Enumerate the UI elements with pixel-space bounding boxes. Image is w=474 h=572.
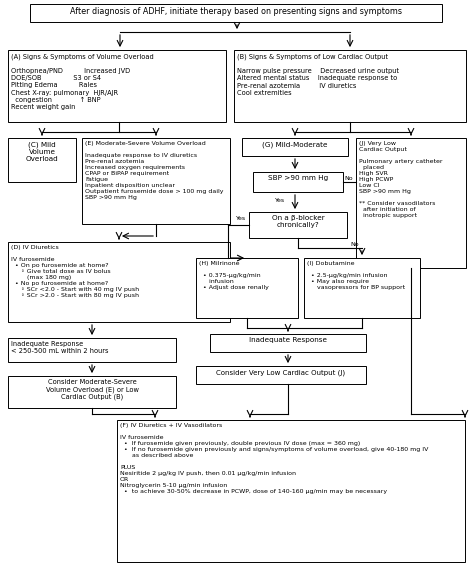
Text: On a β-blocker
chronically?: On a β-blocker chronically? [272,215,324,228]
FancyBboxPatch shape [196,366,366,384]
Text: Yes: Yes [275,197,285,202]
Text: (C) Mild
Volume
Overload: (C) Mild Volume Overload [26,141,58,162]
FancyBboxPatch shape [30,4,442,22]
FancyBboxPatch shape [8,338,176,362]
Text: Consider Very Low Cardiac Output (J): Consider Very Low Cardiac Output (J) [217,369,346,375]
Text: (H) Milrinone

  • 0.375-μg/kg/min
     infusion
  • Adjust dose renally: (H) Milrinone • 0.375-μg/kg/min infusion… [199,261,269,290]
FancyBboxPatch shape [8,50,226,122]
Text: (J) Very Low
Cardiac Output

Pulmonary artery catheter
  placed
High SVR
High PC: (J) Very Low Cardiac Output Pulmonary ar… [359,141,443,218]
Text: SBP >90 mm Hg: SBP >90 mm Hg [268,175,328,181]
Text: Consider Moderate-Severe
Volume Overload (E) or Low
Cardiac Output (B): Consider Moderate-Severe Volume Overload… [46,379,138,400]
Text: (G) Mild-Moderate: (G) Mild-Moderate [262,141,328,148]
FancyBboxPatch shape [253,172,343,192]
FancyBboxPatch shape [8,138,76,182]
Text: (I) Dobutamine

  • 2.5-μg/kg/min infusion
  • May also require
     vasopressor: (I) Dobutamine • 2.5-μg/kg/min infusion … [307,261,405,290]
FancyBboxPatch shape [210,334,366,352]
Text: After diagnosis of ADHF, initiate therapy based on presenting signs and symptoms: After diagnosis of ADHF, initiate therap… [70,7,402,16]
FancyBboxPatch shape [117,420,465,562]
FancyBboxPatch shape [304,258,420,318]
FancyBboxPatch shape [234,50,466,122]
FancyBboxPatch shape [242,138,348,156]
Text: (E) Moderate-Severe Volume Overload

Inadequate response to IV diuretics
Pre-ren: (E) Moderate-Severe Volume Overload Inad… [85,141,224,200]
Text: (F) IV Diuretics + IV Vasodilators

IV furosemide
  •  If furosemide given previ: (F) IV Diuretics + IV Vasodilators IV fu… [120,423,428,494]
FancyBboxPatch shape [196,258,298,318]
FancyBboxPatch shape [82,138,230,224]
Text: (B) Signs & Symptoms of Low Cardiac Output

Narrow pulse pressure    Decreased u: (B) Signs & Symptoms of Low Cardiac Outp… [237,53,399,96]
FancyBboxPatch shape [356,138,466,268]
FancyBboxPatch shape [8,376,176,408]
Text: Inadequate Response: Inadequate Response [249,337,327,343]
Text: (A) Signs & Symptoms of Volume Overload

Orthopnea/PND          Increased JVD
DO: (A) Signs & Symptoms of Volume Overload … [11,53,154,110]
Text: No: No [344,176,353,181]
Text: (D) IV Diuretics

IV furosemide
  • On po furosemide at home?
     ◦ Give total : (D) IV Diuretics IV furosemide • On po f… [11,245,139,298]
FancyBboxPatch shape [8,242,230,322]
FancyBboxPatch shape [249,212,347,238]
Text: Inadequate Response
< 250-500 mL within 2 hours: Inadequate Response < 250-500 mL within … [11,341,109,354]
Text: No: No [350,241,359,247]
Text: Yes: Yes [236,216,246,220]
